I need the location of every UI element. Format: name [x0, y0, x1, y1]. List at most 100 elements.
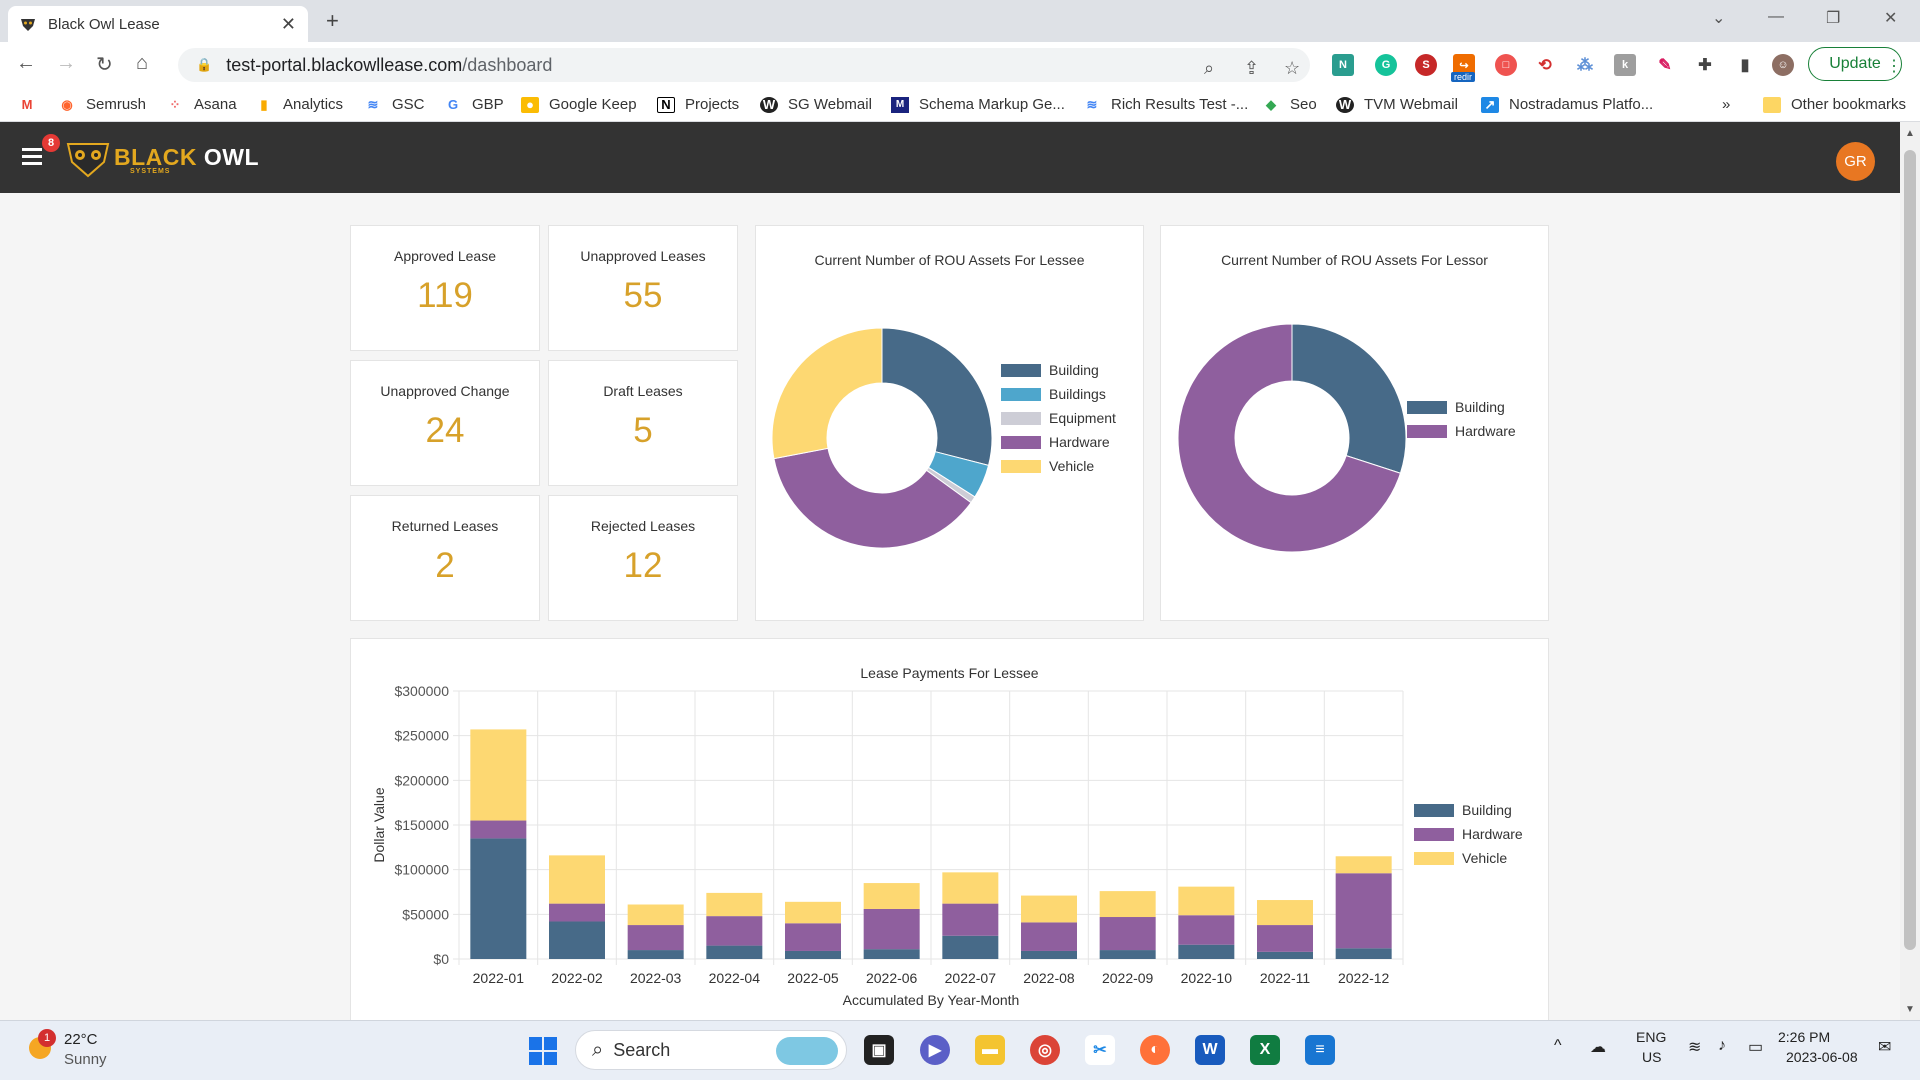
bar-vehicle-2022-02[interactable]: [549, 855, 605, 904]
stat-card-unapproved[interactable]: Unapproved Leases 55: [548, 225, 738, 351]
bookmark-gbp[interactable]: G GBP: [444, 96, 504, 113]
address-bar[interactable]: 🔒 test-portal.blackowllease.com/dashboar…: [178, 48, 1310, 82]
bar-vehicle-2022-11[interactable]: [1257, 900, 1313, 926]
legend-item-hardware[interactable]: Hardware: [1001, 434, 1110, 450]
bar-hardware-2022-03[interactable]: [627, 925, 684, 951]
stat-card-draft[interactable]: Draft Leases 5: [548, 360, 738, 486]
bar-hardware-2022-08[interactable]: [1021, 922, 1077, 951]
stat-card-returned[interactable]: Returned Leases 2: [350, 495, 540, 621]
legend-item-building[interactable]: Building: [1001, 362, 1099, 378]
page-scrollbar[interactable]: ▲ ▼: [1900, 122, 1920, 1020]
bar-building-2022-02[interactable]: [549, 921, 605, 959]
extension-dots-icon[interactable]: ⁂: [1574, 54, 1596, 76]
battery-icon[interactable]: ▭: [1748, 1039, 1764, 1056]
bar-vehicle-2022-04[interactable]: [706, 892, 763, 917]
bar-hardware-2022-07[interactable]: [942, 903, 999, 936]
bar-building-2022-12[interactable]: [1335, 948, 1392, 959]
extension-pin-icon[interactable]: ✎: [1654, 54, 1676, 76]
profile-avatar-icon[interactable]: ☺: [1772, 54, 1794, 76]
scroll-down-icon[interactable]: ▼: [1905, 1004, 1915, 1015]
bookmark-asana[interactable]: ⁘ Asana: [166, 96, 237, 113]
bar-vehicle-2022-12[interactable]: [1335, 856, 1392, 874]
task-view-icon[interactable]: ▣: [864, 1035, 894, 1065]
bookmark-projects[interactable]: N Projects: [657, 96, 739, 113]
bar-hardware-2022-02[interactable]: [549, 903, 605, 922]
bar-building-2022-04[interactable]: [706, 945, 763, 959]
bar-vehicle-2022-10[interactable]: [1178, 886, 1235, 916]
bookmark-seo[interactable]: ◆ Seo: [1262, 96, 1317, 113]
bar-building-2022-10[interactable]: [1178, 944, 1235, 959]
bar-hardware-2022-01[interactable]: [470, 820, 527, 839]
back-icon[interactable]: ←: [16, 52, 36, 74]
grammarly-icon[interactable]: G: [1375, 54, 1397, 76]
bookmark-schema-markup[interactable]: M Schema Markup Ge...: [891, 96, 1065, 113]
donut-slice-building[interactable]: [1291, 323, 1407, 474]
legend-item-vehicle[interactable]: Vehicle: [1414, 850, 1507, 866]
forward-icon[interactable]: →: [56, 52, 76, 74]
bar-hardware-2022-05[interactable]: [785, 923, 841, 951]
bar-vehicle-2022-03[interactable]: [627, 904, 684, 926]
stat-card-approved[interactable]: Approved Lease 119: [350, 225, 540, 351]
notifications-icon[interactable]: ✉: [1878, 1039, 1892, 1056]
donut-slice-hardware[interactable]: [773, 447, 972, 549]
bar-vehicle-2022-06[interactable]: [863, 883, 920, 909]
bookmark-tvm-webmail[interactable]: W TVM Webmail: [1336, 96, 1458, 113]
input-region[interactable]: US: [1642, 1049, 1662, 1065]
bookmark-sg-webmail[interactable]: W SG Webmail: [760, 96, 872, 113]
onedrive-icon[interactable]: ☁: [1590, 1039, 1606, 1056]
share-icon[interactable]: ⇪: [1244, 58, 1260, 78]
bookmark-analytics[interactable]: ▮ Analytics: [255, 96, 343, 113]
bar-building-2022-08[interactable]: [1021, 950, 1077, 959]
new-tab-icon[interactable]: +: [326, 8, 339, 33]
bar-building-2022-03[interactable]: [627, 950, 684, 959]
chrome-icon[interactable]: ◎: [1030, 1035, 1060, 1065]
home-icon[interactable]: ⌂: [136, 52, 149, 74]
bookmark-nostradamus[interactable]: ↗ Nostradamus Platfo...: [1481, 96, 1653, 113]
snipping-tool-icon[interactable]: ✂: [1085, 1035, 1115, 1065]
bar-hardware-2022-09[interactable]: [1099, 917, 1156, 951]
bar-hardware-2022-10[interactable]: [1178, 915, 1235, 945]
bookmark-google-keep[interactable]: ● Google Keep: [521, 96, 637, 113]
legend-item-building[interactable]: Building: [1414, 802, 1512, 818]
bookmark-semrush[interactable]: ◉ Semrush: [58, 96, 146, 113]
tab-search-icon[interactable]: ⌄: [1712, 10, 1726, 27]
close-window-icon[interactable]: ✕: [1884, 10, 1898, 27]
bar-vehicle-2022-05[interactable]: [785, 901, 841, 924]
input-language[interactable]: ENG: [1636, 1029, 1667, 1045]
minimize-icon[interactable]: —: [1768, 8, 1784, 25]
scroll-thumb[interactable]: [1904, 150, 1916, 950]
extension-k-icon[interactable]: k: [1614, 54, 1636, 76]
clock-date[interactable]: 2023-06-08: [1786, 1049, 1858, 1065]
bar-hardware-2022-06[interactable]: [863, 908, 920, 950]
legend-item-buildings[interactable]: Buildings: [1001, 386, 1106, 402]
update-button[interactable]: Update: [1808, 47, 1902, 81]
scroll-up-icon[interactable]: ▲: [1905, 128, 1915, 139]
bar-vehicle-2022-09[interactable]: [1099, 891, 1156, 918]
windows-start-icon[interactable]: [528, 1036, 558, 1066]
teams-chat-icon[interactable]: ▶: [920, 1035, 950, 1065]
notepad-icon[interactable]: ≡: [1305, 1035, 1335, 1065]
extensions-puzzle-icon[interactable]: ✚: [1694, 54, 1716, 76]
extension-n-icon[interactable]: N: [1332, 54, 1354, 76]
zoom-icon[interactable]: ⌕: [1204, 58, 1215, 78]
lock-icon[interactable]: 🔒: [196, 57, 213, 72]
gmail-bookmark[interactable]: M: [18, 96, 46, 112]
restore-icon[interactable]: ❐: [1826, 10, 1841, 27]
user-avatar[interactable]: GR: [1836, 142, 1875, 181]
excel-icon[interactable]: X: [1250, 1035, 1280, 1065]
bar-building-2022-09[interactable]: [1099, 950, 1156, 959]
donut-slice-building[interactable]: [881, 327, 993, 466]
donut-slice-vehicle[interactable]: [771, 327, 883, 460]
bar-vehicle-2022-01[interactable]: [470, 729, 527, 821]
word-icon[interactable]: W: [1195, 1035, 1225, 1065]
bar-vehicle-2022-07[interactable]: [942, 872, 999, 904]
bar-building-2022-01[interactable]: [470, 838, 527, 959]
tray-chevron-icon[interactable]: ^: [1554, 1037, 1562, 1054]
file-explorer-icon[interactable]: ▬: [975, 1035, 1005, 1065]
notification-badge[interactable]: 8: [42, 134, 60, 152]
wifi-icon[interactable]: ≋: [1688, 1039, 1702, 1056]
taskbar-search-box[interactable]: ⌕ Search: [575, 1030, 847, 1070]
stat-card-rejected[interactable]: Rejected Leases 12: [548, 495, 738, 621]
bar-building-2022-06[interactable]: [863, 949, 920, 959]
browser-menu-icon[interactable]: ⋮: [1886, 58, 1902, 75]
